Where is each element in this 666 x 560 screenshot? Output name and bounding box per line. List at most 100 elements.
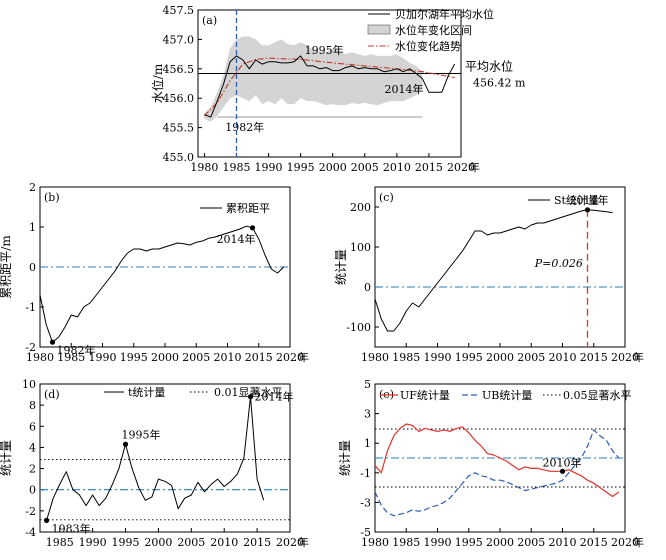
x-tick-label: 2000 [144,536,172,549]
y-tick-label: 456.0 [163,92,195,105]
y-tick-label: 457.0 [163,33,195,46]
legend-entry: 水位变化趋势 [395,39,461,53]
marker-dot [584,207,591,213]
marker-dot [43,517,50,523]
x-tick-label: 1985 [392,351,420,364]
y-tick-label: -1 [360,467,371,480]
y-tick-label: 2 [29,463,36,476]
y-tick-label: 10 [22,378,36,391]
legend-entry: 0.01显著水平 [214,385,283,399]
x-tick-label: 2010 [210,536,238,549]
annotation-label: 2014年 [255,390,294,404]
x-tick-label: 1980 [361,536,389,549]
x-tick-label: 2005 [351,161,379,174]
y-tick-label: -4 [25,526,36,539]
annotation-label: 1995年 [122,427,161,441]
x-tick-label: 2020 [611,351,639,364]
legend-entry: t统计量 [128,386,165,399]
x-tick-label: 1980 [190,161,218,174]
y-axis-label: 累积距平/m [0,235,13,299]
y-axis-label: 统计量 [0,440,13,476]
x-tick-label: 1980 [26,351,54,364]
x-tick-label: 2015 [243,536,271,549]
legend-entry: 水位年变化区间 [395,23,472,37]
x-unit-label: 年 [633,535,644,549]
range-band [204,36,423,122]
x-tick-label: 2010 [549,536,577,549]
x-unit-label: 年 [633,350,644,364]
series-line [374,429,620,517]
x-tick-label: 2020 [276,536,304,549]
x-tick-label: 2010 [383,161,411,174]
panel-label: (b) [44,191,60,204]
y-tick-label: 456.5 [163,63,195,76]
series-line [46,396,265,521]
y-tick-label: 0 [364,281,371,294]
x-tick-label: 2010 [214,351,242,364]
x-tick-label: 1995 [112,536,140,549]
x-tick-label: 2015 [580,351,608,364]
x-tick-label: 2020 [447,161,475,174]
mean-level-label: 平均水位 [465,59,513,74]
marker-dot [249,225,256,231]
x-unit-label: 年 [469,160,480,174]
annotation-label: P=0.026 [534,257,583,270]
y-tick-label: -2 [25,505,36,518]
x-tick-label: 1990 [79,536,107,549]
y-tick-label: -100 [346,321,371,334]
series-line [374,423,620,498]
annotation-label: 2010年 [543,455,582,469]
x-tick-label: 1980 [361,351,389,364]
y-tick-label: 0 [29,261,36,274]
annotation-label: 2014年 [217,232,256,246]
x-unit-label: 年 [298,535,309,549]
x-tick-label: 2000 [319,161,347,174]
x-tick-label: 1985 [57,351,85,364]
x-unit-label: 年 [298,350,309,364]
y-tick-label: 457.5 [163,4,195,17]
marker-dot [559,468,566,474]
y-tick-label: 8 [29,399,36,412]
legend-entry: 贝加尔湖年平均水位 [395,7,494,21]
mean-level-value: 456.42 m [473,77,526,90]
y-tick-label: 6 [29,420,36,433]
x-tick-label: 1985 [392,536,420,549]
y-tick-label: 455.5 [163,122,195,135]
legend-entry: 0.05显著水平 [563,388,632,402]
y-axis-label: 统计量 [338,440,352,476]
panel-label: (d) [44,388,60,401]
y-tick-label: 4 [29,441,36,454]
legend-entry: UF统计量 [400,389,450,402]
panel-label: (a) [202,14,217,27]
legend-entry: 累积距平 [226,202,270,215]
x-tick-label: 1995 [120,351,148,364]
y-tick-label: -5 [360,526,371,539]
series-line [374,209,613,332]
y-tick-label: 5 [364,378,371,391]
y-tick-label: 2 [29,181,36,194]
x-tick-label: 2005 [517,536,545,549]
x-tick-label: 2000 [151,351,179,364]
y-tick-label: -2 [25,341,36,354]
y-tick-label: 200 [350,201,371,214]
x-tick-label: 1990 [424,351,452,364]
x-tick-label: 1995 [455,351,483,364]
x-tick-label: 1995 [455,536,483,549]
x-tick-label: 2005 [182,351,210,364]
x-tick-label: 2005 [177,536,205,549]
x-tick-label: 2005 [517,351,545,364]
y-tick-label: -3 [360,496,371,509]
panel-b: 1980 1985 1990 1995 2000 2005 2010 2015 2020 -2 -1… [0,181,309,364]
x-tick-label: 2020 [611,536,639,549]
plot-frame [39,383,291,533]
panel-c: 1980 1985 1990 1995 2000 2005 2010 2015 2020-100… [334,186,644,364]
annotation-label: 1983年 [52,521,91,535]
x-tick-label: 2015 [415,161,443,174]
annotation-label: 2014年 [570,193,609,207]
marker-dot [49,339,56,345]
panel-e: 1980 1985 1990 1995 2000 2005 2010 2015 2020 -5 -3… [338,378,644,549]
y-tick-label: 455.0 [163,151,195,164]
x-tick-label: 1990 [255,161,283,174]
